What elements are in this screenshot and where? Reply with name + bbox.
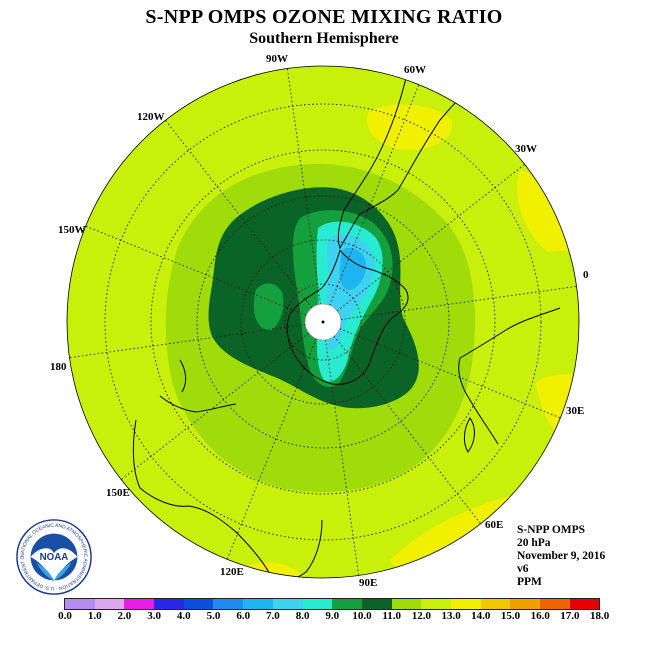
color-scale-swatch [361,599,392,609]
color-scale-swatch [124,599,155,609]
info-date: November 9, 2016 [517,550,606,562]
color-scale-swatch [421,599,451,609]
info-units: PPM [517,576,542,588]
map-border [66,65,580,579]
latitude-circles [104,103,542,541]
map-title: S-NPP OMPS OZONE MIXING RATIO [145,6,503,28]
lon-label-30e: 30E [566,405,584,417]
lon-label-90w: 90W [266,53,288,65]
info-block: S-NPP OMPS 20 hPa November 9, 2016 v6 PP… [517,524,605,589]
color-scale-ticks: 0.0 1.0 2.0 3.0 4.0 5.0 6.0 7.0 8.0 9.0 10.0 11.0 12… [0,610,648,626]
color-scale-tick-label: 2.0 [117,610,132,622]
color-scale-tick-label: 7.0 [266,610,280,622]
color-scale-swatch [183,599,214,609]
color-scale-swatch [391,599,422,609]
coastlines [132,66,561,578]
info-level: 20 hPa [517,537,551,549]
contour-13-patch [390,496,514,574]
color-scale-tick-label: 8.0 [295,610,310,622]
color-scale-swatch [480,599,511,609]
color-scale-tick-label: 5.0 [206,610,221,622]
color-scale-tick-label: 10.0 [352,610,372,622]
contour-6-core [339,247,366,290]
color-scale-tick-label: 18.0 [589,610,610,622]
color-scale-swatch [450,599,481,609]
lon-label-60w: 60W [404,64,426,76]
contour-11-island [254,283,284,331]
lon-label-150e: 150E [106,487,130,499]
color-scale-swatch [569,599,600,609]
color-scale-swatch [154,599,184,609]
color-scale-swatch [65,599,95,609]
color-scale-swatch [243,599,273,609]
color-scale-tick-label: 1.0 [87,610,102,622]
color-scale-tick-label: 9.0 [325,610,340,622]
longitude-labels: 90W 60W 30W 0 30E 60E 90E 120E 150E 180 … [50,53,589,589]
color-scale-tick-label: 12.0 [411,610,432,622]
lon-label-60e: 60E [485,519,503,531]
info-instrument: S-NPP OMPS [517,524,586,536]
info-version: v6 [517,563,529,575]
color-scale-tick-label: 3.0 [147,610,161,622]
color-scale-swatch [332,599,362,609]
lon-label-180: 180 [50,361,67,373]
color-scale-tick-label: 13.0 [441,610,461,622]
color-scale-tick-label: 0.0 [58,610,72,622]
lon-label-30w: 30W [515,143,537,155]
color-scale-tick-label: 15.0 [500,610,521,622]
color-scale-tick-label: 11.0 [382,610,402,622]
color-scale-swatch [94,599,125,609]
lon-label-0: 0 [583,269,589,281]
lon-label-120w: 120W [137,111,165,123]
noaa-logo: NATIONAL OCEANIC AND ATMOSPHERIC ADMINIS… [15,518,92,595]
contour-13-patch [517,170,574,252]
color-scale-tick-label: 6.0 [236,610,251,622]
map-subtitle: Southern Hemisphere [249,30,399,47]
lon-label-90e: 90E [359,577,377,589]
color-scale-swatch [510,599,540,609]
lon-label-150w: 150W [58,224,86,236]
pole-marker [321,320,325,324]
lon-label-120e: 120E [220,566,244,578]
noaa-logo-text: NOAA [40,552,69,563]
color-scale-swatch [272,599,303,609]
color-scale-tick-label: 4.0 [176,610,191,622]
color-scale-bar [64,598,601,610]
contour-13-patch [366,104,453,151]
color-scale-tick-label: 16.0 [530,610,550,622]
color-scale-swatch [302,599,333,609]
color-scale-tick-label: 17.0 [560,610,580,622]
color-scale-swatch [540,599,570,609]
color-scale-swatch [213,599,244,609]
color-scale-tick-label: 14.0 [471,610,491,622]
